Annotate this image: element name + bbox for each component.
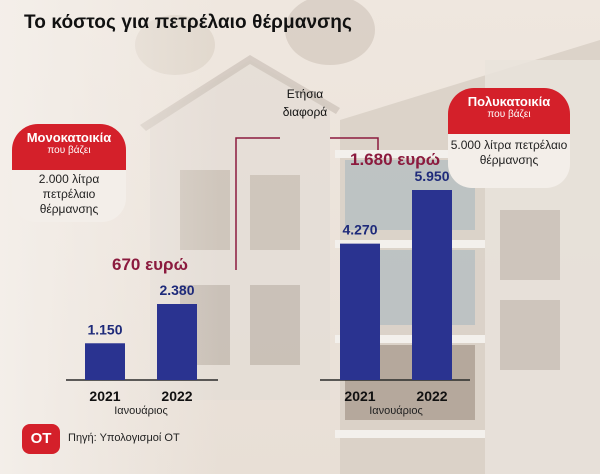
bar-value-label: 2.380 <box>159 282 194 298</box>
left-group-detail: 2.000 λίτρα πετρέλαιο θέρμανσης <box>38 172 100 216</box>
bar <box>157 304 197 380</box>
bar-value-label: 1.150 <box>87 321 122 337</box>
x-tick-label: 2021 <box>344 388 375 404</box>
difference-bracket-left <box>235 137 280 270</box>
right-group-detail-box: 5.000 λίτρα πετρέλαιο θέρμανσης <box>448 134 570 188</box>
x-sublabel: Ιανουάριος <box>114 405 168 417</box>
x-sublabel: Ιανουάριος <box>369 405 423 417</box>
left-group-difference: 670 ευρώ <box>112 255 188 274</box>
bar <box>85 343 125 380</box>
chart-title: Το κόστος για πετρέλαιο θέρμανσης <box>24 12 352 33</box>
source-note: Πηγή: Υπολογισμοί ΟΤ <box>68 432 180 444</box>
bar <box>340 243 380 380</box>
right-group-detail: 5.000 λίτρα πετρέλαιο θέρμανσης <box>450 138 568 167</box>
x-tick-label: 2022 <box>161 388 192 404</box>
right-group-heading: Πολυκατοικία <box>467 94 551 109</box>
right-group-difference: 1.680 ευρώ <box>350 150 441 169</box>
bar-value-label: 4.270 <box>342 222 377 238</box>
left-group-heading: Μονοκατοικία <box>26 130 112 145</box>
right-group-header: Πολυκατοικία που βάζει <box>448 88 570 134</box>
right-group-subheading: που βάζει <box>487 109 531 120</box>
x-tick-label: 2022 <box>416 388 447 404</box>
left-group-subheading: που βάζει <box>47 145 91 156</box>
x-tick-label: 2021 <box>89 388 120 404</box>
bar <box>412 190 452 380</box>
ot-logo: ΟΤ <box>22 424 60 454</box>
difference-bracket-right <box>330 137 379 150</box>
left-group-detail-box: 2.000 λίτρα πετρέλαιο θέρμανσης <box>12 170 126 222</box>
left-group-header: Μονοκατοικία που βάζει <box>12 124 126 170</box>
annual-difference-label: Ετήσια διαφορά <box>282 87 328 119</box>
bar-value-label: 5.950 <box>414 168 449 184</box>
